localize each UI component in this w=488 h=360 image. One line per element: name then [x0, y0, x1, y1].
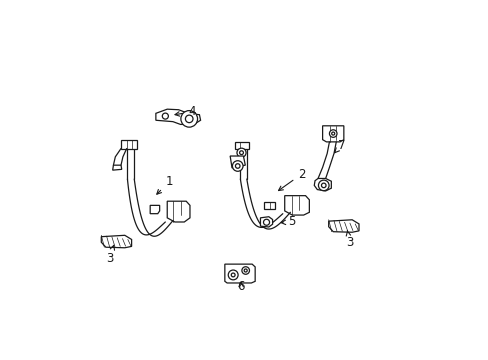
Polygon shape — [314, 179, 331, 191]
Circle shape — [244, 269, 247, 272]
Circle shape — [331, 132, 334, 135]
Text: 6: 6 — [237, 280, 244, 293]
Text: 2: 2 — [278, 167, 305, 190]
Polygon shape — [101, 235, 131, 248]
Text: 7: 7 — [334, 139, 345, 153]
Polygon shape — [264, 202, 275, 209]
Polygon shape — [322, 126, 343, 142]
Polygon shape — [150, 205, 159, 214]
Polygon shape — [328, 220, 358, 232]
Polygon shape — [284, 195, 309, 215]
Circle shape — [185, 115, 193, 123]
Polygon shape — [156, 109, 200, 125]
Text: 4: 4 — [175, 105, 195, 118]
Polygon shape — [167, 201, 189, 222]
Circle shape — [321, 183, 325, 188]
Circle shape — [235, 164, 240, 168]
Circle shape — [329, 130, 336, 137]
Circle shape — [231, 273, 235, 277]
Polygon shape — [230, 156, 245, 168]
Polygon shape — [224, 264, 255, 283]
Circle shape — [162, 113, 168, 119]
Polygon shape — [234, 142, 248, 149]
Circle shape — [181, 111, 197, 127]
Circle shape — [228, 270, 238, 280]
Polygon shape — [260, 217, 272, 227]
Circle shape — [263, 219, 269, 225]
Text: 5: 5 — [281, 216, 295, 229]
Text: 1: 1 — [157, 175, 173, 194]
Text: 3: 3 — [346, 231, 353, 249]
Circle shape — [318, 180, 328, 191]
Text: 3: 3 — [106, 245, 114, 265]
Circle shape — [242, 267, 249, 274]
Polygon shape — [121, 140, 137, 149]
Polygon shape — [112, 165, 122, 170]
Circle shape — [237, 148, 245, 157]
Circle shape — [232, 161, 243, 171]
Circle shape — [239, 151, 243, 154]
